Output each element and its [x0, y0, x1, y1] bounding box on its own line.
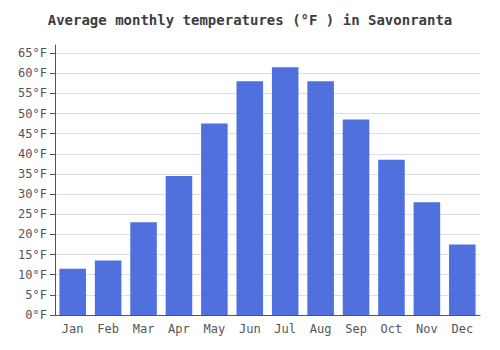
svg-text:5°F: 5°F — [25, 288, 47, 302]
svg-text:65°F: 65°F — [18, 46, 47, 60]
svg-text:15°F: 15°F — [18, 248, 47, 262]
svg-text:Aug: Aug — [310, 322, 332, 336]
svg-text:Average monthly temperatures (: Average monthly temperatures (°F ) in Sa… — [48, 12, 453, 28]
svg-text:Oct: Oct — [381, 322, 403, 336]
svg-text:Jan: Jan — [62, 322, 84, 336]
svg-text:55°F: 55°F — [18, 86, 47, 100]
svg-text:20°F: 20°F — [18, 227, 47, 241]
svg-text:Mar: Mar — [133, 322, 155, 336]
svg-text:40°F: 40°F — [18, 147, 47, 161]
svg-text:Sep: Sep — [345, 322, 367, 336]
svg-text:10°F: 10°F — [18, 268, 47, 282]
svg-text:50°F: 50°F — [18, 107, 47, 121]
svg-text:Apr: Apr — [168, 322, 190, 336]
svg-text:0°F: 0°F — [25, 308, 47, 322]
svg-text:Jul: Jul — [274, 322, 296, 336]
svg-text:60°F: 60°F — [18, 66, 47, 80]
svg-text:Nov: Nov — [416, 322, 438, 336]
svg-text:45°F: 45°F — [18, 127, 47, 141]
svg-text:Jun: Jun — [239, 322, 261, 336]
svg-text:30°F: 30°F — [18, 187, 47, 201]
svg-text:May: May — [204, 322, 226, 336]
svg-text:Feb: Feb — [97, 322, 119, 336]
svg-text:25°F: 25°F — [18, 207, 47, 221]
svg-text:35°F: 35°F — [18, 167, 47, 181]
svg-text:Dec: Dec — [451, 322, 473, 336]
